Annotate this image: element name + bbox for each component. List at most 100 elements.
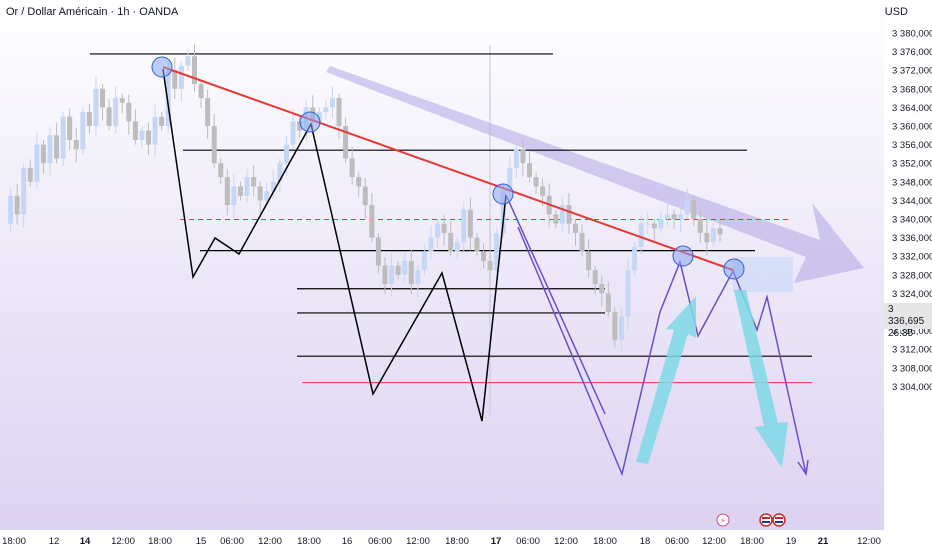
candle-up xyxy=(645,223,651,225)
countdown-timer: 26:35 xyxy=(888,328,914,339)
candle-up xyxy=(165,70,171,126)
symbol-title[interactable]: Or / Dollar Américain · 1h · OANDA xyxy=(6,6,178,18)
candle-down xyxy=(487,260,493,271)
target-zone-box xyxy=(733,257,793,292)
candle-up xyxy=(461,209,467,243)
candle-down xyxy=(612,312,618,340)
candle-up xyxy=(618,316,624,340)
candle-down xyxy=(382,265,388,285)
candle-down xyxy=(297,121,303,131)
time-tick-label: 18:00 xyxy=(297,536,321,547)
candle-down xyxy=(159,116,165,126)
candle-up xyxy=(290,121,296,145)
candle-up xyxy=(231,186,237,206)
candle-down xyxy=(671,214,677,219)
candle-down xyxy=(343,126,349,159)
candle-down xyxy=(540,186,546,196)
candle-up xyxy=(678,214,684,219)
time-axis-background xyxy=(0,530,932,550)
swing-high-markers xyxy=(151,56,745,280)
time-tick-label: 12 xyxy=(49,536,60,547)
time-tick-label: 21 xyxy=(818,536,829,547)
candle-up xyxy=(389,265,395,285)
candle-down xyxy=(408,260,414,285)
price-tick-label: 3 368,000 xyxy=(892,84,932,95)
candle-down xyxy=(146,130,152,145)
candle-down xyxy=(119,98,125,103)
candle-up xyxy=(21,167,27,215)
time-tick-label: 18 xyxy=(640,536,651,547)
candle-down xyxy=(375,237,381,266)
price-tick-label: 3 360,000 xyxy=(892,122,932,133)
candle-down xyxy=(605,293,611,312)
candle-down xyxy=(224,177,230,206)
candle-down xyxy=(86,112,92,126)
swing-circle xyxy=(492,183,514,205)
last-price-tag: 3 336,695 26:35 xyxy=(884,303,932,339)
candle-up xyxy=(513,149,519,168)
candle-down xyxy=(40,144,46,164)
price-tick-label: 3 332,000 xyxy=(892,252,932,263)
price-tick-label: 3 372,000 xyxy=(892,66,932,77)
time-tick-label: 18:00 xyxy=(740,536,764,547)
price-tick-label: 3 324,000 xyxy=(892,289,932,300)
candle-down xyxy=(651,223,657,229)
lightning-icon[interactable] xyxy=(716,513,730,527)
projection-path-arrowhead xyxy=(797,459,809,477)
candle-down xyxy=(704,232,710,243)
resistance-trendline xyxy=(162,66,734,271)
time-axis[interactable]: 18:00 12 14 12:00 18:00 15 06:00 12:00 18:00 16 06… xyxy=(2,536,881,547)
price-tick-label: 3 336,000 xyxy=(892,233,932,244)
price-tick-label: 3 340,000 xyxy=(892,215,932,226)
us-flag-icon[interactable] xyxy=(772,513,786,527)
time-tick-label: 06:00 xyxy=(368,536,392,547)
candle-up xyxy=(454,242,460,252)
time-tick-label: 15 xyxy=(196,536,207,547)
candle-down xyxy=(592,270,598,285)
candle-up xyxy=(658,219,664,229)
us-flag-icon[interactable] xyxy=(759,513,773,527)
candle-down xyxy=(211,126,217,164)
candle-down xyxy=(106,107,112,126)
candle-down xyxy=(579,232,585,252)
candle-down xyxy=(553,214,559,224)
price-tick-label: 3 304,000 xyxy=(892,382,932,393)
candle-up xyxy=(277,163,283,182)
price-axis[interactable]: 3 380,000 3 376,000 3 372,000 3 368,000 3 36… xyxy=(892,29,932,393)
candle-up xyxy=(316,112,322,122)
time-tick-label: 12:00 xyxy=(702,536,726,547)
event-icons[interactable]: ⚡ xyxy=(716,513,786,527)
candle-up xyxy=(625,270,631,317)
candle-up xyxy=(710,228,716,243)
candle-up xyxy=(34,144,40,182)
last-price-value: 3 336,695 xyxy=(888,304,925,327)
time-tick-label: 14 xyxy=(80,536,91,547)
candle-up xyxy=(421,251,427,271)
candle-up xyxy=(428,237,434,252)
price-tick-label: 3 376,000 xyxy=(892,47,932,58)
candle-down xyxy=(14,195,20,215)
candle-up xyxy=(632,246,638,271)
price-axis-background xyxy=(884,0,932,530)
big-projection-arrow xyxy=(326,66,864,283)
candle-up xyxy=(139,130,145,140)
price-tick-label: 3 316,000 xyxy=(892,326,932,337)
time-tick-label: 06:00 xyxy=(516,536,540,547)
candle-down xyxy=(586,251,592,271)
price-tick-label: 3 348,000 xyxy=(892,177,932,188)
currency-label[interactable]: USD xyxy=(884,6,908,18)
price-tick-label: 3 328,000 xyxy=(892,270,932,281)
candle-down xyxy=(336,98,342,126)
candle-up xyxy=(185,56,191,66)
price-tick-label: 3 312,000 xyxy=(892,345,932,356)
candle-down xyxy=(599,284,605,294)
candle-down xyxy=(527,163,533,178)
candle-up xyxy=(80,112,86,150)
candle-down xyxy=(191,56,197,85)
swing-circle xyxy=(299,111,321,133)
candle-down xyxy=(717,228,723,235)
candle-up xyxy=(264,191,270,201)
time-tick-label: 18:00 xyxy=(445,536,469,547)
